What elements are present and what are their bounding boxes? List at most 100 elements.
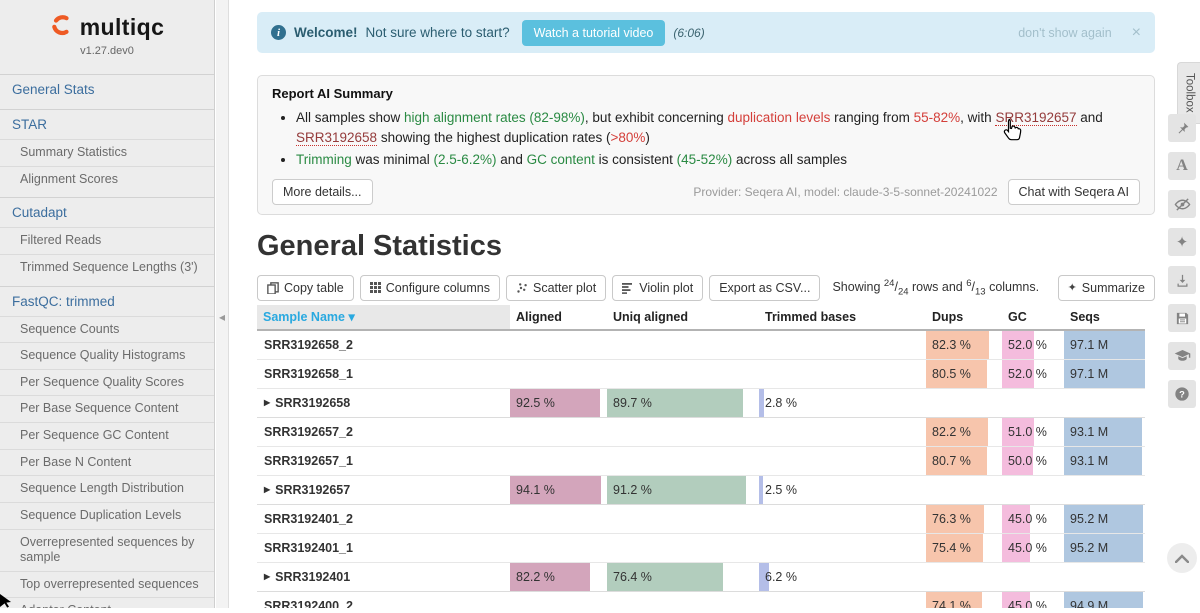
sidebar-item-star[interactable]: STAR — [0, 109, 214, 139]
copy-table-button[interactable]: Copy table — [257, 274, 354, 301]
column-header-uniq[interactable]: Uniq aligned — [613, 309, 688, 324]
sidebar-item-per-base-n-content[interactable]: Per Base N Content — [0, 448, 214, 476]
logo: multiqc v1.27.dev0 — [0, 0, 214, 69]
chat-seqera-button[interactable]: Chat with Seqera AI — [1007, 178, 1140, 205]
cell-uniq — [607, 447, 759, 475]
cell-trimmed — [759, 331, 926, 359]
column-header-aligned[interactable]: Aligned — [516, 309, 562, 324]
sidebar-item-fastqc-trimmed[interactable]: FastQC: trimmed — [0, 285, 214, 316]
toolbox-sparkle-icon[interactable]: ✦ — [1168, 228, 1196, 256]
toolbox-graduation-icon[interactable] — [1168, 342, 1196, 370]
sidebar-item-per-base-sequence-content[interactable]: Per Base Sequence Content — [0, 395, 214, 422]
logo-text: multiqc — [79, 14, 165, 40]
expand-caret-icon[interactable]: ▶ — [264, 398, 271, 408]
sidebar-item-per-sequence-gc-content[interactable]: Per Sequence GC Content — [0, 422, 214, 449]
toolbox-help-icon[interactable]: ? — [1168, 380, 1196, 408]
table-row[interactable]: SRR3192658_2 82.3 % 52.0 % 97.1 M — [257, 330, 1145, 360]
toolbox-eye-slash-icon[interactable] — [1168, 190, 1196, 218]
sidebar-item-overrepresented-sequences-by-sample[interactable]: Overrepresented sequences by sample — [0, 528, 214, 571]
cell-value: 97.1 M — [1070, 366, 1109, 381]
sample-name: SRR3192401_2 — [264, 511, 353, 526]
sidebar-item-sequence-quality-histograms[interactable]: Sequence Quality Histograms — [0, 342, 214, 369]
value-bar — [759, 388, 764, 417]
sample-name: SRR3192658 — [275, 395, 351, 410]
value-bar — [510, 475, 602, 504]
sidebar-item-sequence-duplication-levels[interactable]: Sequence Duplication Levels — [0, 501, 214, 529]
scatter-plot-button[interactable]: Scatter plot — [505, 274, 607, 301]
cell-seqs: 93.1 M — [1064, 446, 1145, 475]
cell-seqs — [1064, 476, 1145, 504]
sidebar-item-top-overrepresented-sequences[interactable]: Top overrepresented sequences — [0, 570, 214, 598]
dont-show-again-link[interactable]: don't show again — [1018, 25, 1112, 40]
sidebar-item-alignment-scores[interactable]: Alignment Scores — [0, 165, 214, 193]
cell-seqs: 93.1 M — [1064, 417, 1145, 446]
ai-text-segment: and — [1076, 110, 1103, 125]
violin-icon — [622, 282, 634, 294]
column-header-seqs[interactable]: Seqs — [1070, 309, 1100, 324]
table-row[interactable]: SRR3192400_2 74.1 % 45.0 % 94.9 M — [257, 591, 1145, 608]
watch-tutorial-button[interactable]: Watch a tutorial video — [521, 19, 666, 46]
cell-value: 95.2 M — [1070, 540, 1109, 555]
cell-trimmed: 2.5 % — [759, 475, 926, 504]
close-icon[interactable]: × — [1131, 23, 1141, 41]
cell-value: 80.7 % — [932, 453, 971, 468]
sample-link[interactable]: SRR3192657 — [995, 110, 1077, 126]
toolbox-pin-icon[interactable] — [1168, 114, 1196, 142]
sidebar-collapse-icon[interactable]: ◂ — [219, 310, 226, 324]
sidebar-item-filtered-reads[interactable]: Filtered Reads — [0, 227, 214, 254]
cell-value: 97.1 M — [1070, 337, 1109, 352]
more-details-button[interactable]: More details... — [272, 178, 373, 205]
value-bar — [926, 591, 983, 608]
scatter-plot-label: Scatter plot — [532, 280, 597, 295]
showing-text: Showing 24/24 rows and 6/13 columns. — [832, 278, 1039, 298]
sidebar-item-sequence-counts[interactable]: Sequence Counts — [0, 315, 214, 343]
cell-trimmed — [759, 360, 926, 388]
ai-text-segment: ranging from — [830, 110, 914, 125]
provider-label: Provider: Seqera AI, model: claude-3-5-s… — [693, 184, 998, 199]
sidebar-item-sequence-length-distribution[interactable]: Sequence Length Distribution — [0, 475, 214, 502]
sparkle-plus-icon: ✦ — [1067, 282, 1077, 295]
toolbox-font-icon[interactable]: A — [1168, 152, 1196, 180]
toolbox-save-icon[interactable] — [1168, 304, 1196, 332]
table-row[interactable]: ▶ SRR3192657 94.1 % 91.2 % 2.5 % — [257, 475, 1145, 505]
cell-seqs: 95.2 M — [1064, 533, 1145, 562]
cell-aligned — [510, 505, 607, 533]
column-header-gc[interactable]: GC — [1008, 309, 1027, 324]
value-bar — [926, 359, 988, 388]
cell-value: 95.2 M — [1070, 511, 1109, 526]
expand-caret-icon[interactable]: ▶ — [264, 572, 271, 582]
cell-dups: 75.4 % — [926, 533, 1002, 562]
sidebar-item-per-sequence-quality-scores[interactable]: Per Sequence Quality Scores — [0, 368, 214, 396]
expand-caret-icon[interactable]: ▶ — [264, 485, 271, 495]
export-csv-button[interactable]: Export as CSV... — [709, 274, 821, 301]
sidebar-item-general-stats[interactable]: General Stats — [0, 74, 214, 104]
cell-value: 45.0 % — [1008, 598, 1047, 608]
column-header-dups[interactable]: Dups — [932, 309, 964, 324]
sample-name-cell: SRR3192658_2 — [257, 331, 510, 359]
sidebar-item-cutadapt[interactable]: Cutadapt — [0, 197, 214, 227]
table-row[interactable]: SRR3192657_1 80.7 % 50.0 % 93.1 M — [257, 446, 1145, 476]
table-row[interactable]: SRR3192658_1 80.5 % 52.0 % 97.1 M — [257, 359, 1145, 389]
sidebar-item-adapter-content[interactable]: Adapter Content — [0, 597, 214, 608]
scroll-to-top-button[interactable] — [1167, 543, 1197, 573]
chevron-up-icon — [1175, 553, 1189, 563]
version-label: v1.27.dev0 — [80, 45, 134, 57]
summarize-button[interactable]: ✦ Summarize — [1057, 274, 1155, 301]
sidebar-item-summary-statistics[interactable]: Summary Statistics — [0, 139, 214, 166]
column-header-sample[interactable]: Sample Name ▾ — [257, 304, 510, 329]
configure-columns-button[interactable]: Configure columns — [359, 274, 500, 301]
toolbox-tab[interactable]: Toolbox — [1177, 62, 1200, 124]
cell-value: 92.5 % — [516, 395, 555, 410]
column-header-trimmed[interactable]: Trimmed bases — [765, 309, 857, 324]
toolbox-download-icon[interactable] — [1168, 266, 1196, 294]
table-row[interactable]: SRR3192401_1 75.4 % 45.0 % 95.2 M — [257, 533, 1145, 563]
value-bar — [1064, 330, 1145, 359]
table-row[interactable]: ▶ SRR3192401 82.2 % 76.4 % 6.2 % — [257, 562, 1145, 592]
sidebar-item-trimmed-sequence-lengths-3-[interactable]: Trimmed Sequence Lengths (3') — [0, 253, 214, 281]
table-row[interactable]: SRR3192401_2 76.3 % 45.0 % 95.2 M — [257, 504, 1145, 534]
table-row[interactable]: ▶ SRR3192658 92.5 % 89.7 % 2.8 % — [257, 388, 1145, 418]
violin-plot-button[interactable]: Violin plot — [612, 274, 704, 301]
ai-text-segment: , with — [960, 110, 996, 125]
table-row[interactable]: SRR3192657_2 82.2 % 51.0 % 93.1 M — [257, 417, 1145, 447]
sample-link[interactable]: SRR3192658 — [296, 129, 378, 146]
